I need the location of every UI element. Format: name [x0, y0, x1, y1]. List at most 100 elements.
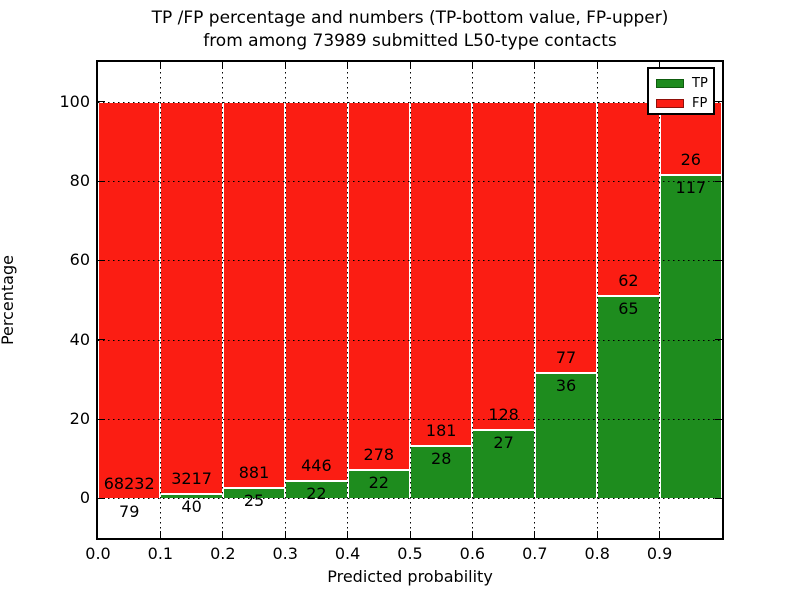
x-tick-mark: [471, 531, 473, 538]
fp-count-label: 181: [425, 421, 457, 441]
vertical-gridline: [222, 62, 224, 538]
vertical-gridline: [409, 62, 411, 538]
y-tick-mark: [715, 180, 722, 182]
bar-segment-fp: [222, 101, 286, 488]
x-tick-label: 0.3: [272, 544, 298, 563]
legend-item-fp: FP: [656, 93, 713, 113]
bar-segment-fp: [410, 101, 473, 446]
horizontal-gridline: [98, 498, 722, 500]
bar-segment-fp: [285, 101, 348, 480]
x-tick-mark: [347, 531, 349, 538]
fp-count-label: 278: [363, 445, 395, 465]
fp-count-label: 3217: [171, 469, 212, 489]
x-tick-mark: [659, 531, 661, 538]
chart-title-line2: from among 73989 submitted L50-type cont…: [203, 31, 617, 51]
bar-segment-fp: [472, 101, 535, 430]
x-tick-mark: [159, 62, 161, 69]
horizontal-gridline: [98, 260, 722, 262]
bar-segment-fp: [347, 101, 410, 470]
x-axis-label: Predicted probability: [327, 567, 493, 586]
fp-count-label: 26: [680, 149, 701, 169]
bar-segment-tp: [347, 469, 410, 499]
x-tick-label: 0.4: [334, 544, 361, 563]
horizontal-gridline: [98, 419, 722, 420]
y-tick-mark: [98, 418, 105, 420]
tp-count-label: 27: [493, 433, 514, 453]
tp-count-label: 117: [675, 177, 707, 197]
plot-inner: 68232 79 3217 40 881 25 446 22 278 22 181 28 128 27 77…: [98, 62, 722, 538]
plot-area: 68232 79 3217 40 881 25 446 22 278 22 181 28 128 27 77…: [96, 60, 724, 540]
y-tick-label: 40: [69, 329, 90, 349]
bar-segment-tp: [534, 371, 598, 499]
y-tick-label: 0: [79, 488, 90, 508]
x-tick-label: 0.9: [646, 544, 673, 563]
chart-title-line1: TP /FP percentage and numbers (TP-bottom…: [151, 8, 669, 28]
fp-count-label: 881: [238, 463, 270, 483]
y-tick-mark: [715, 339, 722, 341]
x-tick-mark: [409, 531, 411, 538]
x-tick-mark: [659, 62, 661, 69]
fp-legend-label: FP: [692, 95, 708, 111]
y-tick-label: 60: [69, 250, 90, 270]
x-tick-label: 0.5: [397, 544, 423, 563]
tp-count-label: 28: [431, 449, 452, 469]
vertical-gridline: [284, 62, 286, 538]
bar-segment-tp: [597, 295, 660, 499]
horizontal-gridline: [98, 181, 722, 182]
bar-segment-tp: [659, 173, 722, 499]
tp-count-label: 22: [306, 483, 327, 503]
vertical-gridline: [534, 62, 536, 538]
y-tick-mark: [98, 339, 105, 341]
bar-segment-tp: [472, 429, 535, 499]
fp-count-label: 446: [301, 455, 332, 475]
tp-count-label: 25: [243, 491, 265, 511]
y-tick-mark: [98, 497, 105, 499]
y-tick-mark: [715, 418, 722, 420]
y-tick-mark: [715, 497, 722, 499]
fp-count-label: 77: [555, 347, 577, 367]
vertical-gridline: [347, 62, 349, 538]
x-tick-mark: [534, 62, 536, 69]
x-tick-mark: [159, 531, 161, 538]
x-tick-mark: [471, 62, 473, 69]
y-tick-mark: [715, 259, 722, 261]
y-axis-label: Percentage: [0, 255, 17, 346]
x-tick-label: 0.1: [147, 544, 174, 563]
x-tick-label: 0.0: [85, 544, 111, 563]
x-tick-mark: [284, 531, 286, 538]
x-tick-label: 0.2: [210, 544, 236, 563]
bar-segment-tp: [160, 493, 223, 499]
fp-count-label: 62: [618, 271, 639, 291]
legend: TP FP: [647, 67, 715, 115]
tp-count-label: 65: [618, 299, 639, 319]
x-tick-mark: [284, 62, 286, 69]
x-tick-mark: [409, 62, 411, 69]
fp-swatch: [656, 98, 684, 108]
vertical-gridline: [471, 62, 473, 538]
horizontal-gridline: [98, 339, 722, 341]
bar-segment-fp: [160, 101, 223, 494]
legend-item-tp: TP: [656, 73, 713, 93]
x-tick-mark: [222, 62, 224, 69]
tp-count-label: 22: [368, 473, 389, 493]
x-tick-mark: [222, 531, 224, 538]
tp-count-label: 36: [555, 375, 577, 395]
y-tick-label: 80: [69, 171, 90, 190]
x-tick-mark: [596, 62, 598, 69]
tp-legend-label: TP: [692, 75, 708, 91]
bar-segment-fp: [534, 101, 598, 372]
chart-title: TP /FP percentage and numbers (TP-bottom…: [98, 7, 722, 53]
x-tick-mark: [534, 531, 536, 538]
bar-segment-tp: [410, 445, 473, 499]
x-tick-label: 0.7: [522, 544, 548, 563]
x-tick-mark: [596, 531, 598, 538]
y-tick-label: 100: [59, 91, 90, 111]
bar-segment-tp: [222, 487, 286, 499]
y-tick-mark: [715, 101, 722, 103]
vertical-gridline: [159, 62, 161, 538]
x-tick-label: 0.6: [459, 544, 486, 563]
y-tick-mark: [98, 180, 105, 182]
bar-segment-fp: [98, 101, 161, 498]
vertical-gridline: [596, 62, 598, 538]
